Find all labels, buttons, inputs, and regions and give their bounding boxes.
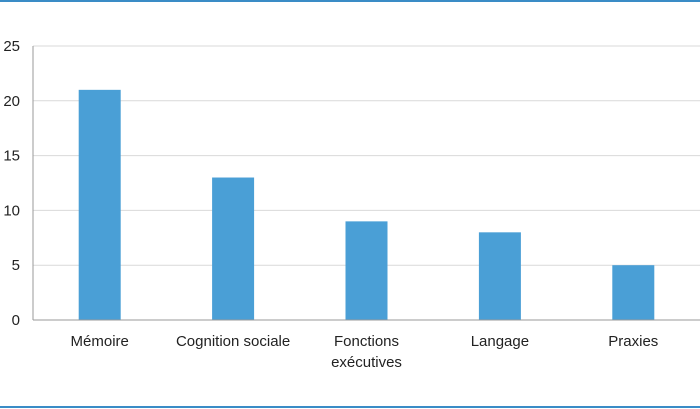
x-category-label: Fonctions [334,333,399,350]
x-category-label: Cognition sociale [176,333,290,350]
y-tick-label: 25 [3,38,20,55]
bar [345,221,388,320]
x-category-label: Mémoire [71,333,129,350]
y-tick-label: 0 [12,312,20,329]
x-category-label: Langage [471,333,529,350]
bar [612,265,655,320]
bars [78,89,655,320]
bar [478,232,521,320]
bar [78,89,121,320]
bottom-rule [0,406,700,408]
y-tick-label: 5 [12,257,20,274]
bar [212,177,255,320]
x-category-label: exécutives [331,354,402,371]
axes [32,46,700,321]
x-category-label: Praxies [608,333,658,350]
y-tick-label: 20 [3,93,20,110]
labels: 0 5 10 15 20 25 Mémoire Cognition sociale Foncti… [3,38,658,371]
top-rule [0,0,700,2]
y-tick-label: 10 [3,202,20,219]
y-tick-label: 15 [3,148,20,165]
